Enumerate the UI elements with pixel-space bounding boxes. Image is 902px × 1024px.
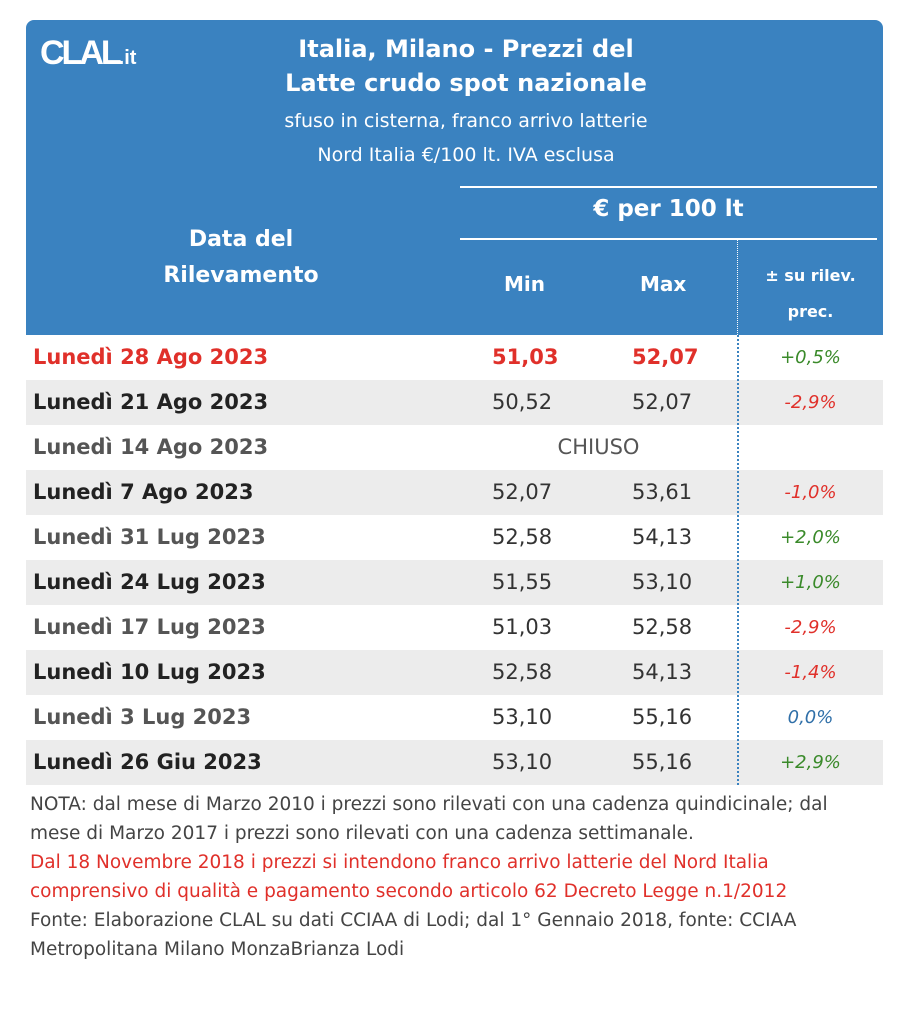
table-header: CLAL.it Italia, Milano - Prezzi del Latte… [26,20,883,335]
table-row: Lunedì 21 Ago 2023 50,52 52,07 -2,9% [26,380,883,425]
column-separator [737,335,739,785]
table-row: Lunedì 14 Ago 2023 CHIUSO [26,425,883,470]
divider [460,238,877,240]
row-variation: -2,9% [784,392,837,413]
row-date: Lunedì 14 Ago 2023 [33,435,269,459]
row-min: 52,58 [492,660,553,684]
row-date: Lunedì 7 Ago 2023 [33,480,254,504]
row-date: Lunedì 28 Ago 2023 [33,345,269,369]
row-min: 52,07 [492,480,553,504]
row-variation: -1,0% [784,482,837,503]
price-table: CLAL.it Italia, Milano - Prezzi del Latte… [26,20,883,964]
table-row: Lunedì 10 Lug 2023 52,58 54,13 -1,4% [26,650,883,695]
row-min: 51,55 [492,570,553,594]
row-closed: CHIUSO [557,435,640,459]
row-date: Lunedì 17 Lug 2023 [33,615,266,639]
row-date: Lunedì 3 Lug 2023 [33,705,252,729]
table-row: Lunedì 31 Lug 2023 52,58 54,13 +2,0% [26,515,883,560]
row-min: 52,58 [492,525,553,549]
notes: NOTA: dal mese di Marzo 2010 i prezzi so… [26,785,883,964]
min-column-header: Min [504,272,545,296]
row-max: 52,07 [632,390,693,414]
row-date: Lunedì 24 Lug 2023 [33,570,266,594]
row-date: Lunedì 21 Ago 2023 [33,390,269,414]
row-variation: 0,0% [787,707,834,728]
row-max: 53,61 [632,480,693,504]
row-max: 54,13 [632,525,693,549]
row-min: 51,03 [492,345,559,369]
table-row: Lunedì 3 Lug 2023 53,10 55,16 0,0% [26,695,883,740]
clal-logo[interactable]: CLAL.it [40,34,137,72]
table-row: Lunedì 26 Giu 2023 53,10 55,16 +2,9% [26,740,883,785]
row-date: Lunedì 31 Lug 2023 [33,525,266,549]
unit-header: € per 100 lt [593,196,744,222]
row-max: 55,16 [632,750,693,774]
source-text: Fonte: Elaborazione CLAL su dati CCIAA d… [30,910,797,960]
row-date: Lunedì 26 Giu 2023 [33,750,262,774]
note-red: Dal 18 Novembre 2018 i prezzi si intendo… [30,852,788,902]
row-max: 52,07 [632,345,699,369]
table-row: Lunedì 7 Ago 2023 52,07 53,61 -1,0% [26,470,883,515]
row-min: 51,03 [492,615,553,639]
row-max: 53,10 [632,570,693,594]
note-text: NOTA: dal mese di Marzo 2010 i prezzi so… [30,794,828,844]
row-variation: +2,0% [780,527,841,548]
divider [460,186,877,188]
row-min: 53,10 [492,705,553,729]
row-min: 53,10 [492,750,553,774]
row-date: Lunedì 10 Lug 2023 [33,660,266,684]
table-row: Lunedì 24 Lug 2023 51,55 53,10 +1,0% [26,560,883,605]
row-min: 50,52 [492,390,553,414]
row-variation: -2,9% [784,617,837,638]
row-variation: +1,0% [780,572,841,593]
variation-column-header: ± su rilev. prec. [765,266,856,321]
table-row: Lunedì 28 Ago 2023 51,03 52,07 +0,5% [26,335,883,380]
date-column-header: Data del Rilevamento [163,227,319,288]
subtitle: sfuso in cisterna, franco arrivo latteri… [284,110,648,166]
page-title: Italia, Milano - Prezzi del Latte crudo s… [285,35,647,97]
column-separator [737,239,738,335]
table-body: Lunedì 28 Ago 2023 51,03 52,07 +0,5% Lunedì … [26,335,883,785]
table-row: Lunedì 17 Lug 2023 51,03 52,58 -2,9% [26,605,883,650]
row-variation: -1,4% [784,662,837,683]
max-column-header: Max [640,272,687,296]
row-variation: +2,9% [780,752,841,773]
row-variation: +0,5% [780,347,841,368]
row-max: 55,16 [632,705,693,729]
row-max: 54,13 [632,660,693,684]
row-max: 52,58 [632,615,693,639]
